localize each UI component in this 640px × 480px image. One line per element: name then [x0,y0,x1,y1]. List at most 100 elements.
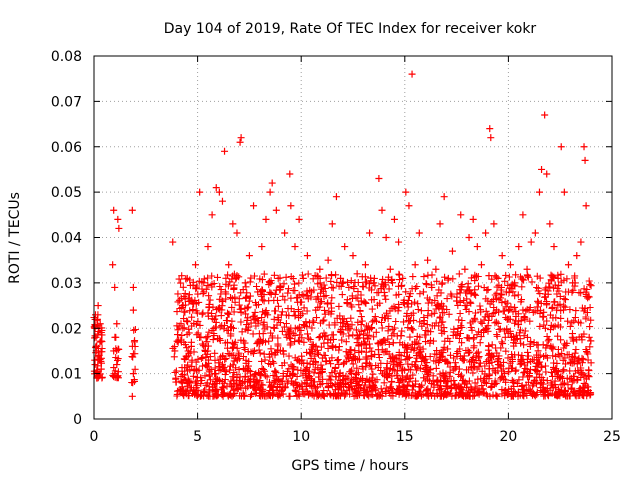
data-point [328,220,336,228]
data-point [113,361,121,369]
data-point [461,265,469,273]
grid-layer [94,56,612,419]
x-tick-label: 5 [193,429,202,445]
y-axis-label: ROTI / TECUs [7,192,23,284]
data-point [128,392,136,400]
data-point [469,215,477,223]
data-point [258,243,266,251]
data-point [375,175,383,183]
points-layer [91,70,593,400]
data-point [192,261,200,269]
data-point [316,265,324,273]
data-point [546,220,554,228]
data-point [531,229,539,237]
data-point [361,261,369,269]
data-point [109,261,117,269]
data-point [465,234,473,241]
data-point [419,288,427,296]
data-point [519,211,527,219]
data-point [436,220,444,228]
data-point [515,243,523,251]
data-point [268,179,276,187]
data-point [411,261,419,269]
data-point [266,188,274,196]
data-point [218,197,226,205]
data-point [366,229,374,237]
data-point [303,252,311,260]
data-point [378,206,386,214]
dense-observation-band [90,270,595,400]
data-point [415,229,423,237]
data-point [236,138,244,146]
y-tick-label: 0.02 [51,321,82,337]
data-point [402,188,410,196]
data-point [498,252,506,260]
data-point [111,283,119,291]
data-point [390,215,398,223]
data-point [506,261,514,269]
data-point [577,238,585,246]
data-point [564,261,572,269]
x-tick-label: 20 [499,429,517,445]
data-point [448,247,456,255]
data-point [262,215,270,223]
data-point [196,188,204,196]
data-point [287,202,295,210]
data-point [560,188,568,196]
data-point [291,243,299,251]
x-tick-label: 0 [90,429,99,445]
y-tick-label: 0.06 [51,140,82,156]
data-point [550,243,558,251]
data-point [272,206,280,214]
data-point [486,125,494,133]
y-tick-label: 0.08 [51,49,82,65]
data-point [473,243,481,251]
y-tick-label: 0.04 [51,231,82,247]
y-tick-label: 0.07 [51,94,82,110]
data-point [129,283,137,291]
data-point [337,274,345,282]
data-point [580,143,588,151]
data-point [245,252,253,260]
x-axis-ticks: 0 5 10 15 20 25 [90,56,621,445]
data-point [424,256,432,264]
x-axis-label: GPS time / hours [291,458,408,474]
data-point [115,224,123,232]
data-point [332,193,340,201]
x-tick-label: 25 [603,429,621,445]
y-tick-label: 0.01 [51,367,82,383]
data-point [349,252,357,260]
data-point [440,193,448,201]
data-point [128,206,136,214]
data-point [535,188,543,196]
data-point [457,211,465,219]
data-point [97,365,105,373]
data-point [221,147,229,155]
data-point [399,274,407,282]
data-point [581,156,589,164]
data-point [382,234,390,241]
data-point [432,265,440,273]
data-point [482,229,490,237]
y-axis-ticks: 0 0.01 0.02 0.03 0.04 0.05 0.06 0.07 0.08 [51,49,612,428]
data-point [299,274,307,282]
chart-title: Day 104 of 2019, Rate Of TEC Index for r… [164,21,537,37]
y-tick-label: 0 [73,412,82,428]
x-tick-label: 10 [292,429,310,445]
data-point [490,220,498,228]
x-tick-label: 15 [396,429,414,445]
data-point [229,220,237,228]
data-point [212,184,220,192]
data-point [233,229,241,237]
data-point [557,143,565,151]
data-point [129,306,137,314]
data-point [94,302,102,310]
data-point [543,170,551,178]
data-point [487,134,495,142]
data-point [295,215,303,223]
data-point [324,256,332,264]
data-point [573,252,581,260]
data-point [215,188,223,196]
